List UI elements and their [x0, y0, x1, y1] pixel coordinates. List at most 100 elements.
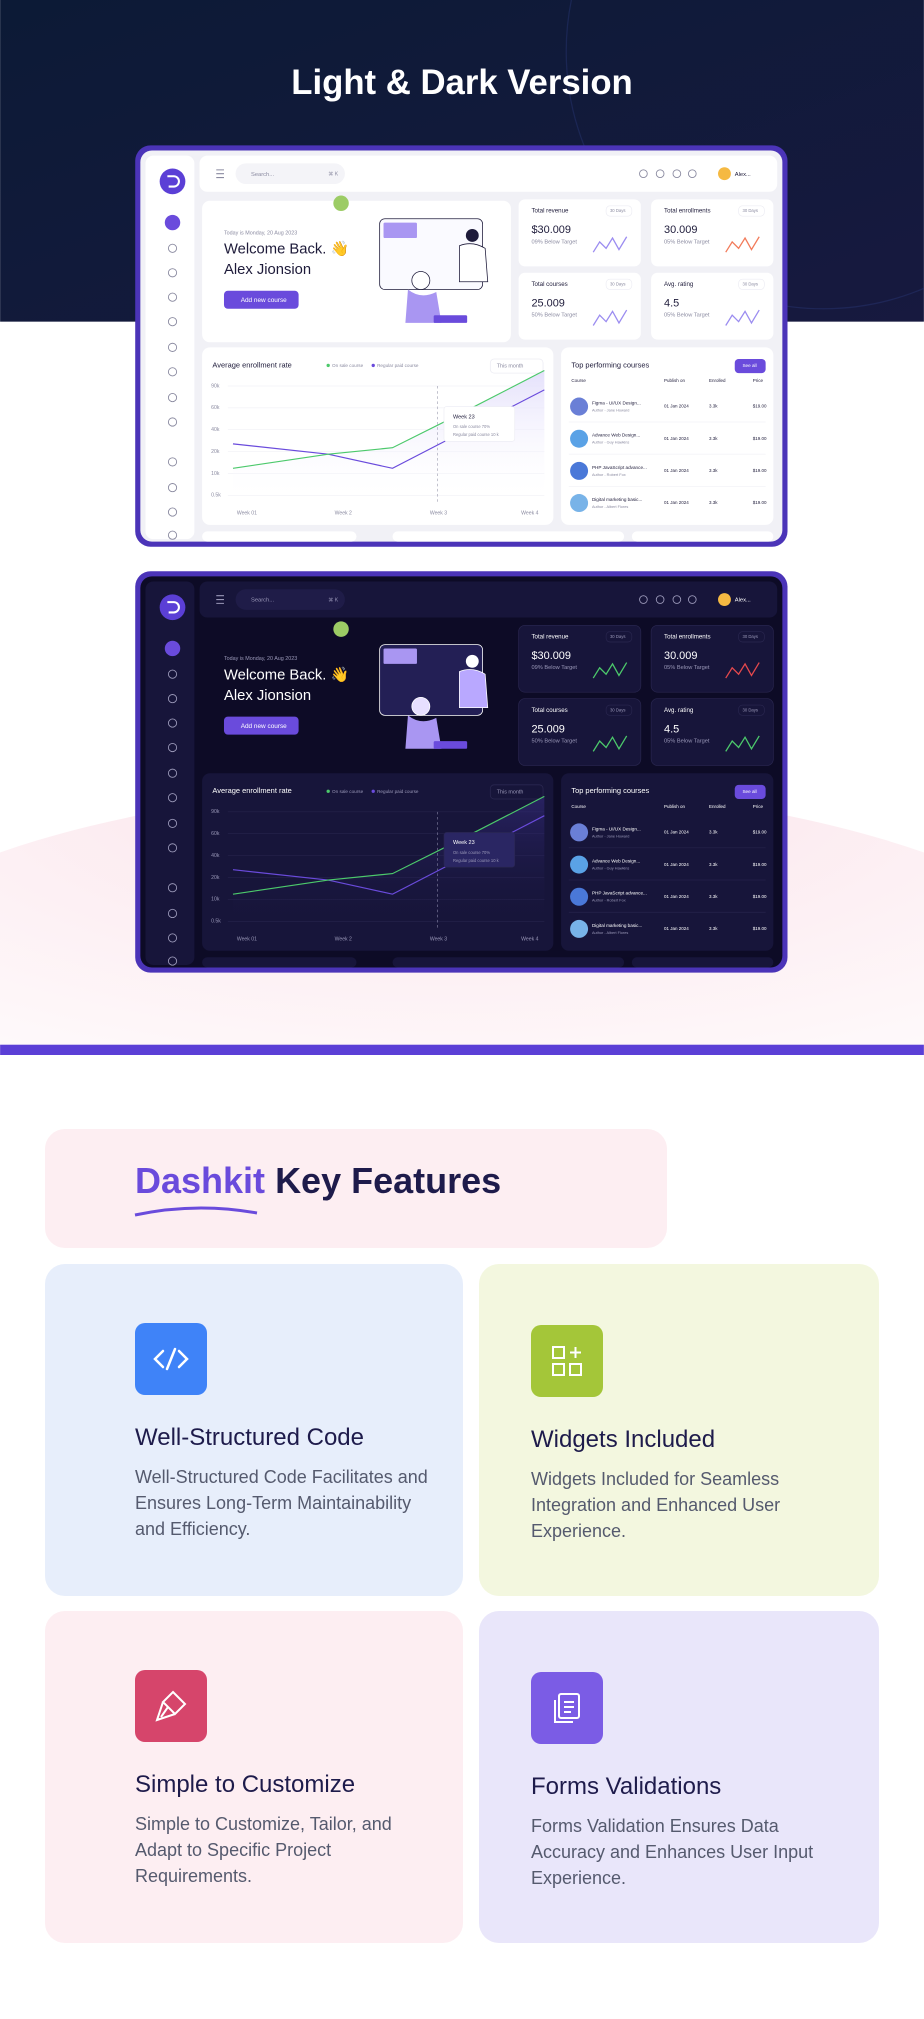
sidebar-icon	[167, 417, 178, 427]
stat-label: Total revenue	[531, 633, 569, 640]
feature-description: Simple to Customize, Tailor, and Adapt t…	[135, 1814, 392, 1886]
y-tick-label: 90k	[211, 383, 220, 389]
column-header: Enrolled	[709, 378, 726, 383]
stat-label: Total enrollments	[664, 208, 711, 215]
stat-note: 09% Below Target	[531, 239, 577, 245]
see-all-label: See all	[742, 363, 756, 368]
chart-title: Average enrollment rate	[212, 360, 291, 369]
period-pill	[738, 278, 765, 290]
feature-card: Widgets Included Widgets Included for Se…	[479, 1264, 879, 1596]
course-thumb	[570, 919, 589, 938]
search-placeholder: Search...	[251, 598, 274, 604]
topbar	[199, 155, 778, 192]
period-pill	[738, 631, 765, 643]
stat-note: 05% Below Target	[664, 665, 710, 671]
course-date: 01 Jan 2024	[664, 468, 689, 473]
feature-card: Forms Validations Forms Validation Ensur…	[479, 1611, 879, 1943]
stat-value: 25.009	[531, 723, 564, 735]
logo-mark	[167, 601, 180, 614]
heading-rest: Key Features	[275, 1160, 502, 1201]
feature-icon	[135, 1670, 207, 1742]
tooltip-text: Week 23	[453, 840, 475, 846]
course-thumb	[570, 397, 589, 416]
period-select	[489, 784, 544, 800]
course-enrolled: 3.3k	[709, 468, 718, 473]
column-header: Price	[753, 804, 764, 809]
feature-icon	[531, 1325, 603, 1397]
add-course-button[interactable]	[223, 716, 299, 735]
y-tick-label: 20k	[211, 449, 220, 455]
logo	[159, 594, 186, 621]
course-enrolled: 3.3k	[709, 894, 718, 899]
course-title: PHP JavaScript advance...	[592, 465, 647, 470]
icon-code	[153, 1347, 189, 1371]
search-box	[235, 589, 345, 610]
stat-label: Total courses	[531, 281, 567, 288]
course-thumb	[570, 887, 589, 906]
course-title: Figma - UI/UX Design...	[592, 401, 641, 406]
line-sale	[232, 370, 545, 469]
user-full-name: Alex Jionsion	[224, 262, 311, 278]
icon-brush	[155, 1690, 187, 1722]
stat-note: 50% Below Target	[531, 739, 577, 745]
logo-mark	[167, 175, 180, 188]
x-tick-label: Week 4	[521, 937, 538, 943]
course-price: $19.00	[753, 830, 767, 835]
y-tick-label: 60k	[211, 831, 220, 837]
course-author: Author - Albert Flores	[592, 931, 628, 935]
see-all-button[interactable]	[734, 784, 766, 799]
logo	[159, 168, 186, 195]
dark-dashboard: Search... ⌘ K Alex... Today is Monday, 20 A…	[135, 571, 788, 973]
column-header: Publish on	[664, 804, 686, 809]
sparkline	[592, 662, 628, 679]
ill-person2	[465, 229, 479, 242]
ill-gear	[333, 195, 349, 211]
sidebar	[145, 581, 195, 965]
stat-note: 05% Below Target	[664, 739, 710, 745]
x-tick-label: Week 01	[237, 937, 257, 943]
course-title: Figma - UI/UX Design...	[592, 826, 641, 831]
see-all-button[interactable]	[734, 358, 766, 374]
area	[232, 370, 545, 504]
feature-description: Forms Validation Ensures Data Accuracy a…	[531, 1816, 814, 1888]
sidebar-icon	[167, 694, 178, 704]
course-author: Author - Guy Hawkins	[592, 441, 629, 445]
sparkline	[725, 662, 760, 679]
y-tick-label: 10k	[211, 471, 220, 477]
stat-value: 4.5	[664, 723, 679, 735]
y-tick-label: 90k	[211, 809, 220, 815]
course-author: Author - Albert Flores	[592, 505, 628, 509]
course-date: 01 Jan 2024	[664, 862, 689, 867]
course-thumb	[570, 855, 589, 874]
y-tick-label: 40k	[211, 853, 220, 859]
feature-title: Simple to Customize	[135, 1771, 356, 1798]
hero-title: Light & Dark Version	[291, 64, 632, 102]
course-date: 01 Jan 2024	[664, 894, 689, 899]
top-icon	[687, 169, 697, 178]
course-title: Advance Web Design...	[592, 433, 640, 438]
user-name: Alex...	[735, 598, 751, 604]
tooltip	[443, 832, 516, 868]
top-icon	[672, 595, 682, 604]
avatar	[718, 167, 731, 181]
courses-title: Top performing courses	[571, 360, 649, 369]
avatar	[718, 593, 731, 606]
column-header: Enrolled	[709, 804, 726, 809]
sidebar-icon	[167, 243, 178, 253]
column-header: Publish on	[664, 378, 686, 383]
course-date: 01 Jan 2024	[664, 436, 689, 441]
stat-period: 30 Days	[610, 281, 626, 286]
top-icon	[655, 595, 665, 604]
hero-ring	[565, 0, 924, 310]
ill-body	[405, 715, 442, 749]
add-course-button[interactable]	[223, 290, 299, 309]
top-icon	[639, 595, 648, 604]
sidebar-icon	[167, 367, 178, 377]
chart-title: Average enrollment rate	[212, 786, 291, 795]
tooltip-text: Regular paid course 10 k	[453, 858, 500, 863]
feature-title: Forms Validations	[531, 1773, 722, 1800]
x-tick-label: Week 2	[335, 937, 352, 943]
shortcut: ⌘ K	[328, 172, 339, 178]
course-thumb	[570, 461, 589, 480]
sidebar-icon	[167, 818, 178, 828]
